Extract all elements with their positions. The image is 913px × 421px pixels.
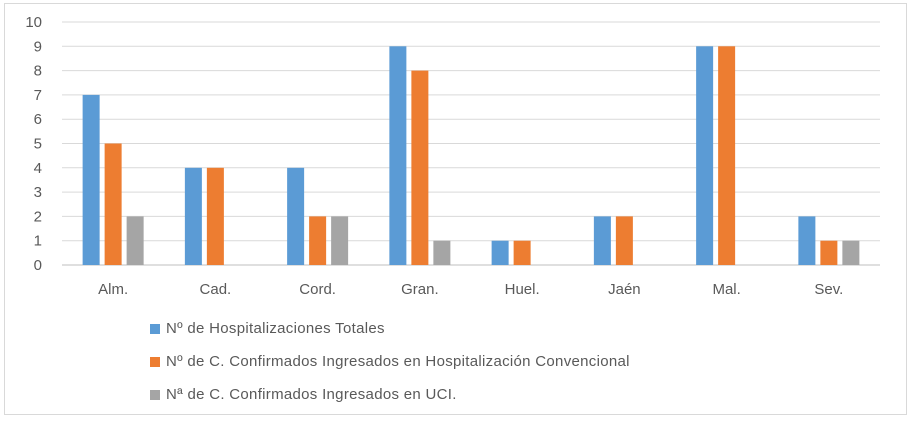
bar [82, 94, 100, 266]
bar [513, 240, 531, 265]
y-tick-label: 6 [34, 111, 42, 128]
bar [593, 216, 611, 265]
x-tick-label: Alm. [98, 281, 128, 298]
y-tick-label: 3 [34, 184, 42, 201]
chart-frame [4, 3, 907, 415]
y-tick-label: 2 [34, 208, 42, 225]
bar [798, 216, 816, 265]
legend-item-uci: Nª de C. Confirmados Ingresados en UCI. [150, 378, 630, 411]
bar [842, 240, 860, 265]
x-tick-label: Cad. [200, 281, 232, 298]
x-tick-label: Cord. [299, 281, 336, 298]
y-tick-label: 5 [34, 136, 42, 153]
y-tick-label: 10 [25, 14, 42, 31]
bar [433, 240, 451, 265]
x-tick-label: Jaén [608, 281, 641, 298]
y-tick-label: 1 [34, 233, 42, 250]
legend-item-hospitalizaciones-totales: Nº de Hospitalizaciones Totales [150, 312, 630, 345]
legend-label-uci: Nª de C. Confirmados Ingresados en UCI. [166, 386, 457, 403]
bar [126, 216, 144, 265]
chart-legend: Nº de Hospitalizaciones Totales Nº de C.… [150, 312, 630, 411]
x-tick-label: Gran. [401, 281, 439, 298]
legend-swatch-hospitalizaciones-totales [150, 323, 160, 334]
y-tick-label: 7 [34, 87, 42, 104]
legend-label-hospitalizaciones-totales: Nº de Hospitalizaciones Totales [166, 320, 385, 337]
y-tick-label: 0 [34, 257, 42, 274]
bar [287, 167, 305, 265]
x-tick-label: Sev. [814, 281, 843, 298]
bar [184, 167, 202, 265]
x-tick-label: Huel. [505, 281, 540, 298]
bar [820, 240, 838, 265]
bar [615, 216, 633, 265]
bar [491, 240, 509, 265]
legend-swatch-hospitalizacion-convencional [150, 356, 160, 367]
bar [331, 216, 349, 265]
legend-swatch-uci [150, 389, 160, 400]
y-tick-label: 4 [34, 160, 42, 177]
bar [389, 46, 407, 265]
bar [411, 70, 429, 265]
y-tick-label: 9 [34, 38, 42, 55]
x-tick-label: Mal. [712, 281, 740, 298]
legend-item-hospitalizacion-convencional: Nº de C. Confirmados Ingresados en Hospi… [150, 345, 630, 378]
bar [104, 143, 122, 265]
y-tick-label: 8 [34, 63, 42, 80]
bar [206, 167, 224, 265]
legend-label-hospitalizacion-convencional: Nº de C. Confirmados Ingresados en Hospi… [166, 353, 630, 370]
bar [309, 216, 327, 265]
bar [696, 46, 714, 265]
bar [718, 46, 736, 265]
